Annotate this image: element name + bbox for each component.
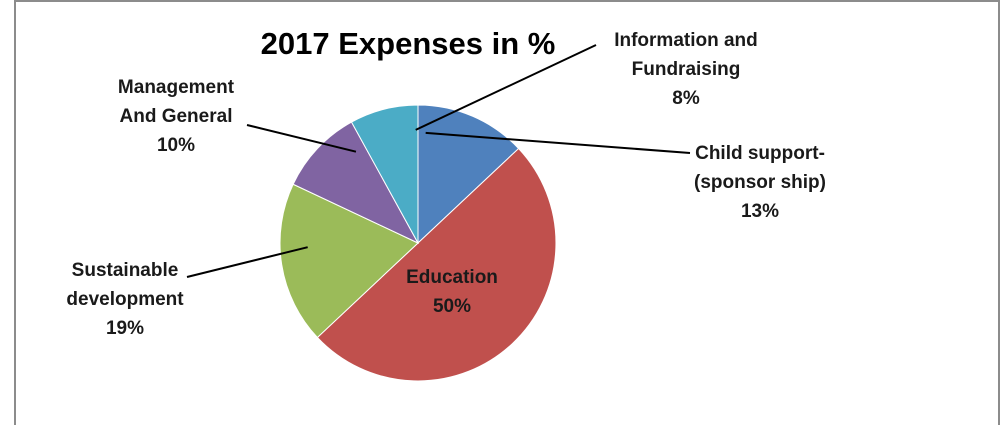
chart-title: 2017 Expenses in % [261,26,556,61]
slice-label-child-support: Child support- [695,143,825,164]
pie-slice-information-fundraising [350,104,419,244]
leader-line-child-support [425,131,691,154]
slice-percent-management-general: 10% [157,135,195,156]
slice-label-management-general: Management [118,77,235,98]
slice-label-education: Education [406,267,498,288]
pie-slice-child-support [417,104,520,245]
slice-labels: Child support- (sponsor ship) 13% Education… [66,30,826,339]
slice-label-information-fundraising: Fundraising [632,59,741,80]
pie-slices [279,104,557,382]
pie-slice-sustainable-development [279,183,419,339]
slice-label-sustainable-development: development [66,289,184,310]
pie-slice-education [316,147,557,382]
slice-percent-information-fundraising: 8% [672,88,700,109]
slice-label-sustainable-development: Sustainable [72,260,179,281]
slice-label-child-support: (sponsor ship) [694,172,826,193]
leader-line-sustainable-development [186,246,308,278]
slice-percent-child-support: 13% [741,201,779,222]
slice-label-information-fundraising: Information and [614,30,758,51]
leader-line-management-general [246,124,357,153]
slice-percent-sustainable-development: 19% [106,318,144,339]
leader-lines [186,44,691,278]
slice-percent-education: 50% [433,296,471,317]
slice-label-management-general: And General [120,106,233,127]
pie-slice-management-general [292,121,420,245]
leader-line-information-fundraising [415,44,597,131]
